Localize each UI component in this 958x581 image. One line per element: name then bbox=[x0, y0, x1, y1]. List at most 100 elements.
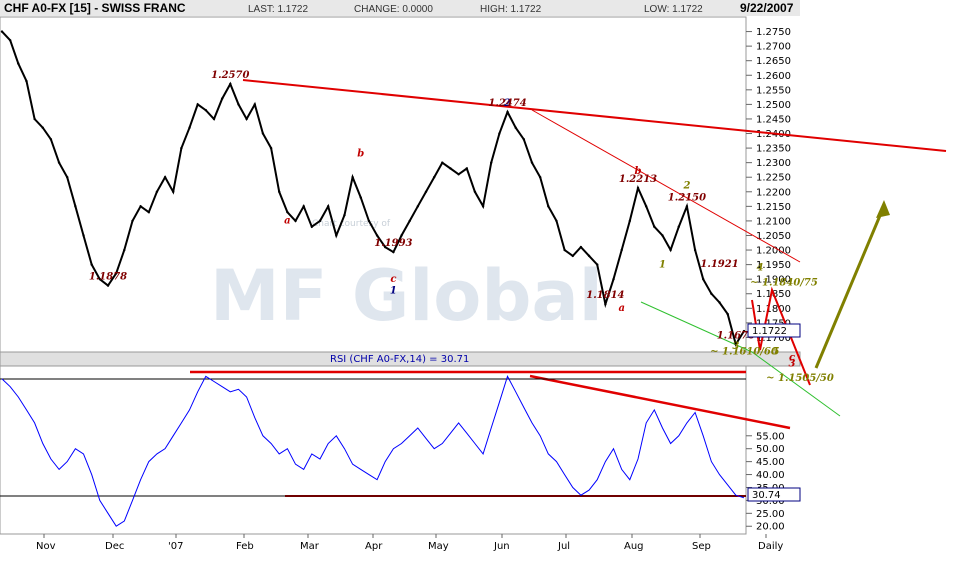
price-tick-label: 1.1700 bbox=[756, 333, 791, 344]
rsi-title: RSI (CHF A0-FX,14) = 30.71 bbox=[330, 354, 469, 365]
x-tick-label: Apr bbox=[365, 541, 383, 552]
price-point bbox=[710, 292, 713, 295]
support-line-lower bbox=[751, 351, 841, 417]
price-tick-label: 1.2700 bbox=[756, 42, 791, 53]
price-point bbox=[49, 138, 53, 141]
price-point bbox=[481, 205, 485, 208]
annotation-label: 1 bbox=[390, 286, 397, 297]
price-tick-label: 1.2500 bbox=[756, 100, 791, 111]
price-point bbox=[465, 167, 468, 170]
price-point bbox=[155, 190, 159, 193]
price-point bbox=[25, 79, 28, 83]
price-tick-label: 1.2050 bbox=[756, 231, 791, 242]
price-point bbox=[408, 219, 411, 223]
price-point bbox=[286, 210, 289, 214]
price-point bbox=[416, 205, 420, 208]
x-tick-label: Daily bbox=[758, 541, 783, 552]
annotation-label: b bbox=[357, 149, 364, 160]
annotation-label: 2 bbox=[682, 181, 690, 192]
annotation-label: 1.1993 bbox=[374, 238, 412, 249]
annotation-label: 4 bbox=[757, 262, 764, 273]
price-point bbox=[530, 161, 534, 164]
annotation-label: 1.1676 bbox=[717, 330, 755, 341]
price-point bbox=[74, 205, 77, 208]
price-point bbox=[57, 161, 61, 164]
price-point bbox=[677, 225, 680, 228]
price-point bbox=[726, 312, 729, 316]
price-tick-label: 1.2550 bbox=[756, 85, 791, 96]
price-point bbox=[587, 254, 591, 258]
price-point bbox=[392, 250, 395, 254]
rsi-tick-label: 50.00 bbox=[756, 444, 785, 455]
price-point bbox=[506, 110, 509, 114]
support-line-upper bbox=[640, 301, 753, 353]
price-point bbox=[661, 234, 664, 237]
price-tick-label: 1.2150 bbox=[756, 202, 791, 213]
price-point bbox=[261, 132, 265, 135]
price-tick-label: 1.1800 bbox=[756, 304, 791, 315]
price-point bbox=[245, 117, 248, 121]
price-point bbox=[636, 186, 640, 190]
projection-arrow bbox=[814, 205, 886, 369]
annotation-label: 1.2213 bbox=[619, 174, 657, 185]
header-bar bbox=[0, 0, 800, 16]
price-point bbox=[620, 248, 623, 252]
projection-arrowhead bbox=[876, 200, 890, 218]
x-tick-label: Dec bbox=[105, 541, 124, 552]
price-point bbox=[669, 248, 672, 252]
price-point bbox=[367, 219, 371, 223]
price-point bbox=[538, 176, 542, 179]
price-last-box bbox=[747, 323, 801, 338]
annotation-label: 1.2474 bbox=[488, 98, 526, 109]
annotation-label: c bbox=[789, 353, 795, 364]
price-point bbox=[188, 126, 191, 129]
price-point bbox=[351, 176, 354, 179]
price-point bbox=[278, 190, 281, 193]
annotation-label: 3 bbox=[789, 358, 796, 369]
rsi-tick-label: 45.00 bbox=[756, 457, 785, 468]
price-point bbox=[139, 205, 142, 208]
price-point bbox=[41, 126, 44, 129]
price-point bbox=[180, 146, 183, 150]
price-tick-label: 1.1950 bbox=[756, 260, 791, 271]
price-point bbox=[343, 213, 346, 217]
price-point bbox=[612, 277, 615, 281]
price-tick-label: 1.2200 bbox=[756, 187, 791, 198]
price-point bbox=[253, 103, 256, 106]
annotation-label: 1 bbox=[659, 259, 666, 270]
price-point bbox=[441, 161, 444, 164]
price-point bbox=[90, 263, 93, 266]
price-tick-label: 1.2100 bbox=[756, 216, 791, 227]
price-last-label: 1.1722 bbox=[752, 326, 787, 337]
price-point bbox=[718, 301, 721, 304]
price-tick-label: 1.2450 bbox=[756, 114, 791, 125]
annotation-label: 2 bbox=[503, 98, 511, 109]
price-point bbox=[742, 329, 746, 333]
annotation-label: ~ 1.1505/50 bbox=[766, 373, 834, 384]
price-point bbox=[212, 117, 216, 121]
rsi-panel bbox=[0, 365, 747, 535]
chart-date: 9/22/2007 bbox=[740, 1, 794, 15]
price-point bbox=[310, 225, 314, 228]
price-point bbox=[449, 167, 452, 170]
price-point bbox=[644, 205, 648, 208]
annotation-label: ~ 1.1610/60 bbox=[710, 347, 778, 358]
price-point bbox=[326, 205, 330, 208]
price-point bbox=[82, 234, 85, 237]
annotation-label: 1.1878 bbox=[89, 272, 127, 283]
price-point bbox=[147, 210, 150, 214]
annotation-label: b bbox=[635, 166, 642, 177]
price-point bbox=[204, 109, 208, 112]
price-tick-label: 1.1900 bbox=[756, 275, 791, 286]
annotation-label: 1.1814 bbox=[586, 290, 624, 301]
price-point bbox=[563, 248, 566, 252]
price-series bbox=[1, 30, 745, 347]
rsi-tick-label: 40.00 bbox=[756, 470, 785, 481]
annotation-label: 1.1921 bbox=[700, 259, 738, 270]
upper-trendline bbox=[242, 79, 947, 152]
price-point bbox=[302, 205, 305, 208]
price-point bbox=[269, 146, 273, 150]
rsi-last-box bbox=[747, 487, 801, 502]
price-tick-label: 1.2600 bbox=[756, 71, 791, 82]
price-point bbox=[514, 126, 517, 129]
